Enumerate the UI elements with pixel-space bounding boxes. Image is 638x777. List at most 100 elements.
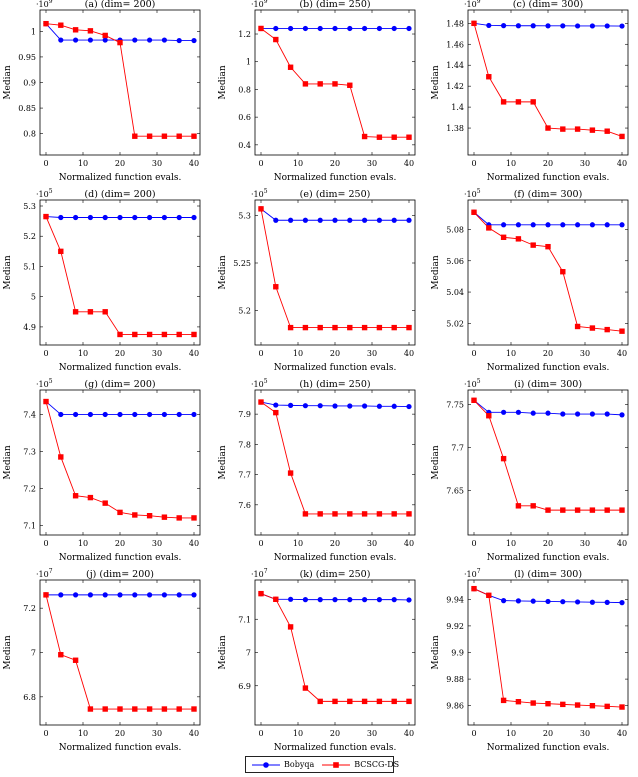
data-point-bcscg bbox=[287, 470, 294, 476]
data-point-bobyqa bbox=[545, 23, 551, 29]
x-tick-label: 10 bbox=[78, 349, 88, 358]
x-tick-label: 30 bbox=[580, 349, 590, 358]
y-axis-label: Median bbox=[3, 255, 13, 290]
x-tick-label: 0 bbox=[258, 539, 263, 548]
y-axis-label: Median bbox=[218, 65, 228, 100]
data-point-bobyqa bbox=[575, 23, 581, 29]
data-point-bobyqa bbox=[604, 222, 610, 228]
x-axis-label: Normalized function evals. bbox=[59, 363, 182, 373]
data-point-bcscg bbox=[486, 225, 492, 231]
x-tick-label: 10 bbox=[293, 539, 303, 548]
data-point-bcscg bbox=[574, 126, 581, 132]
x-tick-label: 0 bbox=[471, 539, 476, 548]
data-point-bobyqa bbox=[147, 37, 153, 43]
x-tick-label: 40 bbox=[189, 729, 199, 738]
x-tick-label: 30 bbox=[367, 349, 377, 358]
y-axis-label: Median bbox=[218, 255, 228, 290]
data-point-bobyqa bbox=[391, 25, 397, 32]
data-point-bobyqa bbox=[362, 25, 368, 32]
data-point-bobyqa bbox=[73, 411, 79, 418]
data-point-bcscg bbox=[391, 698, 397, 705]
data-point-bobyqa bbox=[176, 214, 182, 221]
x-tick-label: 30 bbox=[580, 729, 590, 738]
y-tick-label: 7.1 bbox=[238, 615, 251, 624]
x-tick-label: 40 bbox=[617, 729, 627, 738]
x-tick-label: 20 bbox=[543, 159, 553, 168]
x-tick-label: 20 bbox=[330, 159, 340, 168]
y-multiplier: ·105 bbox=[36, 188, 53, 199]
y-tick-label: 1.48 bbox=[446, 19, 464, 28]
series-line-bcscg bbox=[473, 399, 622, 511]
data-point-bcscg bbox=[560, 701, 566, 708]
data-point-bcscg bbox=[287, 64, 294, 70]
y-tick-label: 7.7 bbox=[451, 443, 464, 452]
data-point-bcscg bbox=[117, 331, 123, 338]
x-tick-label: 10 bbox=[78, 729, 88, 738]
y-multiplier-exponent: 7 bbox=[264, 568, 268, 575]
data-point-bobyqa bbox=[132, 592, 138, 598]
data-point-bobyqa bbox=[406, 25, 412, 32]
data-point-bcscg bbox=[332, 698, 338, 705]
data-point-bcscg bbox=[515, 699, 522, 705]
data-point-bcscg bbox=[560, 507, 566, 513]
y-axis-label: Median bbox=[431, 445, 441, 480]
data-point-bcscg bbox=[515, 503, 522, 509]
x-tick-label: 40 bbox=[189, 159, 199, 168]
data-point-bobyqa bbox=[589, 599, 596, 605]
data-point-bcscg bbox=[619, 133, 625, 140]
data-point-bcscg bbox=[273, 596, 279, 602]
data-point-bobyqa bbox=[560, 599, 566, 605]
data-point-bcscg bbox=[361, 324, 368, 331]
data-point-bobyqa bbox=[545, 598, 551, 605]
y-axis-label: Median bbox=[431, 65, 441, 100]
data-point-bobyqa bbox=[347, 597, 353, 603]
data-point-bcscg bbox=[72, 27, 79, 33]
data-point-bobyqa bbox=[132, 411, 138, 418]
data-point-bobyqa bbox=[161, 592, 167, 598]
data-point-bobyqa bbox=[589, 23, 596, 29]
y-multiplier-exponent: 9 bbox=[477, 0, 481, 5]
data-point-bcscg bbox=[500, 697, 507, 704]
data-point-bobyqa bbox=[560, 222, 566, 228]
data-point-bcscg bbox=[500, 455, 507, 462]
data-point-bobyqa bbox=[530, 222, 536, 228]
legend-label-bobyqa: Bobyqa bbox=[284, 760, 315, 769]
chart-panel: (e) (dim= 250) ·105 0 10 20 30 40 5.2 5.25 5.3 Nor… bbox=[218, 188, 416, 373]
data-point-bcscg bbox=[361, 698, 368, 705]
chart-title: (j) (dim= 200) bbox=[86, 569, 154, 580]
y-multiplier: ·105 bbox=[36, 378, 53, 389]
data-point-bcscg bbox=[515, 99, 522, 105]
x-tick-label: 40 bbox=[404, 729, 414, 738]
x-tick-label: 10 bbox=[293, 349, 303, 358]
data-point-bcscg bbox=[176, 515, 182, 521]
data-point-bcscg bbox=[619, 704, 625, 710]
y-tick-label: 5.02 bbox=[446, 319, 464, 328]
data-point-bobyqa bbox=[391, 217, 397, 223]
y-tick-label: 7.2 bbox=[23, 604, 36, 613]
data-point-bobyqa bbox=[619, 600, 625, 606]
data-point-bobyqa bbox=[288, 596, 294, 602]
data-point-bobyqa bbox=[332, 597, 338, 603]
plot-frame bbox=[39, 579, 201, 726]
chart-panel: (k) (dim= 250) ·107 0 10 20 30 40 6.9 7 7.1 Normal… bbox=[218, 568, 416, 753]
data-point-bcscg bbox=[191, 515, 197, 521]
data-point-bcscg bbox=[406, 511, 412, 517]
data-point-bcscg bbox=[258, 590, 264, 597]
y-multiplier-exponent: 5 bbox=[49, 378, 53, 385]
series-line-bcscg bbox=[473, 23, 623, 137]
y-tick-label: 0.95 bbox=[18, 53, 36, 62]
plot-frame bbox=[39, 199, 201, 346]
data-point-bobyqa bbox=[530, 410, 536, 416]
x-tick-label: 0 bbox=[43, 539, 48, 548]
y-tick-label: 7.65 bbox=[446, 486, 464, 495]
x-tick-label: 40 bbox=[404, 349, 414, 358]
y-multiplier: ·109 bbox=[464, 0, 481, 9]
chart-panel: (g) (dim= 200) ·105 0 10 20 30 40 7.1 7.2 7.3 7.4 N… bbox=[3, 378, 201, 563]
x-tick-label: 20 bbox=[330, 729, 340, 738]
data-point-bobyqa bbox=[515, 222, 522, 228]
data-point-bobyqa bbox=[332, 217, 338, 223]
y-multiplier: ·109 bbox=[251, 0, 268, 9]
data-point-bcscg bbox=[589, 507, 596, 513]
chart-panel: (f) (dim= 300) ·105 0 10 20 30 40 5.02 5.04 5.06 5… bbox=[431, 188, 629, 373]
x-axis-label: Normalized function evals. bbox=[487, 553, 610, 563]
